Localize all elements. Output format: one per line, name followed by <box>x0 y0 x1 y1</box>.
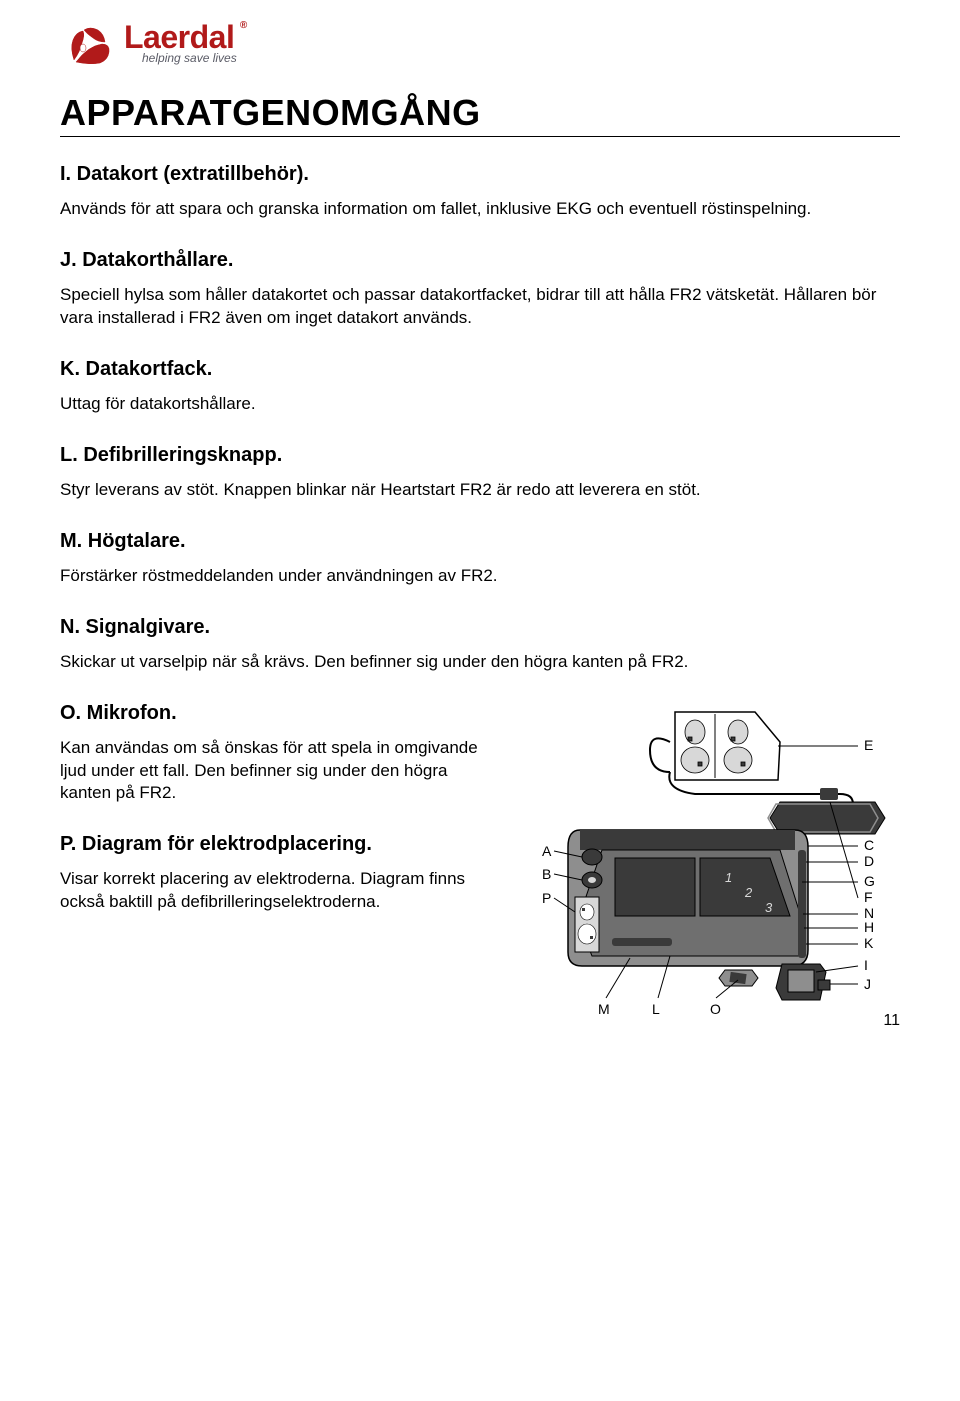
logo-figure-icon <box>60 18 118 70</box>
section-heading: P. Diagram för elektrodplacering. <box>60 833 502 856</box>
section-O: O. Mikrofon. Kan användas om så önskas f… <box>60 702 502 806</box>
section-body: Uttag för datakortshållare. <box>60 393 900 416</box>
diagram-label: P <box>542 890 551 906</box>
section-heading: I. Datakort (extratillbehör). <box>60 163 900 186</box>
section-L: L. Defibrilleringsknapp. Styr leverans a… <box>60 444 900 502</box>
section-body: Speciell hylsa som håller datakortet och… <box>60 284 900 330</box>
diagram-main-unit: 1 2 3 <box>568 830 808 966</box>
device-diagram-icon: 1 2 3 <box>520 702 900 1022</box>
diagram-card-carrier <box>776 964 830 1000</box>
section-P: P. Diagram för elektrodplacering. Visar … <box>60 833 502 914</box>
diagram-label: F <box>864 889 873 905</box>
logo-text: Laerdal helping save lives <box>124 23 237 66</box>
svg-text:3: 3 <box>765 900 773 915</box>
lower-right-column: 1 2 3 <box>520 702 900 1022</box>
diagram-label: D <box>864 853 874 869</box>
diagram-label: G <box>864 873 875 889</box>
diagram-pad-package <box>650 712 853 814</box>
section-body: Skickar ut varselpip när så krävs. Den b… <box>60 651 900 674</box>
diagram-label: K <box>864 935 874 951</box>
diagram-label: L <box>652 1001 660 1017</box>
section-body: Styr leverans av stöt. Knappen blinkar n… <box>60 479 900 502</box>
section-I: I. Datakort (extratillbehör). Används fö… <box>60 163 900 221</box>
page-number: 11 <box>883 1012 900 1030</box>
lower-columns: O. Mikrofon. Kan användas om så önskas f… <box>60 702 900 1022</box>
logo-brand: Laerdal <box>124 23 237 52</box>
diagram-labels-left: A B P <box>542 843 552 906</box>
diagram-label: E <box>864 737 873 753</box>
diagram-label: I <box>864 957 868 973</box>
section-body: Visar korrekt placering av elektroderna.… <box>60 868 502 914</box>
section-heading: M. Högtalare. <box>60 530 900 553</box>
diagram-label: C <box>864 837 874 853</box>
diagram-label: A <box>542 843 552 859</box>
diagram-labels-bottom: M L O <box>598 1001 721 1017</box>
diagram-data-card <box>719 970 758 986</box>
diagram-label: J <box>864 976 871 992</box>
diagram-labels-right: E C D G F N H K I J <box>864 737 875 992</box>
title-rule <box>60 136 900 137</box>
page-title: APPARATGENOMGÅNG <box>60 92 900 134</box>
section-heading: J. Datakorthållare. <box>60 249 900 272</box>
section-K: K. Datakortfack. Uttag för datakortshåll… <box>60 358 900 416</box>
section-heading: N. Signalgivare. <box>60 616 900 639</box>
svg-text:2: 2 <box>744 885 753 900</box>
section-heading: O. Mikrofon. <box>60 702 502 725</box>
section-heading: L. Defibrilleringsknapp. <box>60 444 900 467</box>
section-heading: K. Datakortfack. <box>60 358 900 381</box>
diagram-label: O <box>710 1001 721 1017</box>
diagram-battery <box>768 802 885 834</box>
section-body: Förstärker röstmeddelanden under användn… <box>60 565 900 588</box>
logo-area: Laerdal helping save lives <box>60 18 900 70</box>
section-body: Kan användas om så önskas för att spela … <box>60 737 502 806</box>
diagram-label: B <box>542 866 551 882</box>
diagram-label: M <box>598 1001 610 1017</box>
section-J: J. Datakorthållare. Speciell hylsa som h… <box>60 249 900 330</box>
section-M: M. Högtalare. Förstärker röstmeddelanden… <box>60 530 900 588</box>
section-N: N. Signalgivare. Skickar ut varselpip nä… <box>60 616 900 674</box>
svg-text:1: 1 <box>725 870 732 885</box>
diagram-label: H <box>864 919 874 935</box>
section-body: Används för att spara och granska inform… <box>60 198 900 221</box>
lower-left-column: O. Mikrofon. Kan användas om så önskas f… <box>60 702 502 943</box>
